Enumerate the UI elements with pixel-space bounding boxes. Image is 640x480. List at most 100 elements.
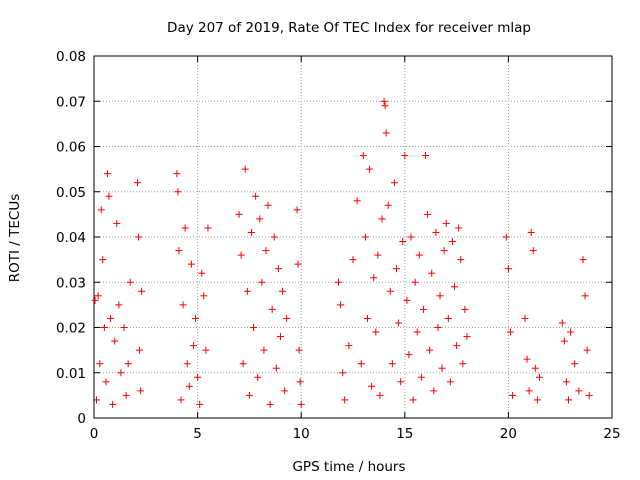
data-point: [241, 165, 249, 173]
data-point: [279, 287, 287, 295]
data-point: [426, 346, 434, 354]
data-point: [96, 360, 104, 368]
data-point: [122, 391, 130, 399]
data-point: [521, 314, 529, 322]
x-tick-label: 25: [603, 426, 620, 442]
data-point: [283, 314, 291, 322]
data-point: [558, 319, 566, 327]
data-point: [411, 278, 419, 286]
data-point: [368, 382, 376, 390]
data-point: [444, 314, 452, 322]
data-point: [100, 324, 108, 331]
x-tick-label: 5: [193, 426, 202, 442]
data-point: [384, 201, 392, 209]
data-point: [245, 391, 253, 399]
data-point: [113, 219, 121, 227]
data-point: [183, 360, 191, 368]
data-point: [189, 342, 197, 350]
data-point: [92, 396, 100, 404]
data-point: [194, 373, 202, 381]
x-tick-label: 0: [90, 426, 99, 442]
data-point: [529, 247, 537, 255]
data-point: [451, 283, 459, 291]
x-tick-label: 15: [396, 426, 413, 442]
data-point: [268, 305, 276, 313]
data-point: [413, 328, 421, 336]
y-tick-label: 0.02: [56, 321, 86, 337]
data-point: [204, 224, 212, 232]
data-point: [107, 314, 115, 322]
data-point: [357, 360, 365, 368]
data-point: [382, 129, 390, 137]
data-point: [428, 269, 436, 277]
data-point: [575, 387, 583, 395]
data-point: [397, 378, 405, 386]
data-point: [345, 342, 353, 350]
data-point: [509, 391, 517, 399]
data-point: [97, 206, 105, 214]
data-point: [254, 373, 262, 381]
data-point: [395, 319, 403, 327]
data-point: [181, 224, 189, 232]
data-point: [266, 400, 274, 408]
data-point: [376, 391, 384, 399]
data-point: [560, 337, 568, 345]
data-point: [353, 197, 361, 205]
chart-title: Day 207 of 2019, Rate Of TEC Index for r…: [167, 20, 531, 36]
data-point: [109, 400, 117, 408]
data-point: [179, 301, 187, 309]
y-tick-label: 0.08: [56, 49, 86, 65]
data-point: [294, 260, 302, 268]
data-point: [235, 210, 243, 218]
data-point: [115, 301, 123, 309]
data-point: [419, 305, 427, 313]
data-point: [386, 287, 394, 295]
data-point: [174, 188, 182, 196]
data-point: [370, 274, 378, 282]
data-point: [175, 247, 183, 255]
data-point: [293, 206, 301, 214]
data-point: [405, 351, 413, 359]
data-point: [417, 373, 425, 381]
data-point: [440, 247, 448, 255]
data-point: [581, 292, 589, 300]
data-point: [274, 265, 282, 273]
data-point: [502, 233, 510, 241]
data-point: [94, 292, 102, 300]
data-point: [390, 179, 398, 187]
y-axis-label: ROTI / TECUs: [7, 194, 23, 282]
data-point: [198, 269, 206, 277]
data-point: [525, 387, 533, 395]
data-point: [136, 346, 144, 354]
data-point: [361, 233, 369, 241]
grid-lines: [94, 56, 612, 418]
data-point: [337, 301, 345, 309]
data-point: [455, 224, 463, 232]
data-point: [434, 324, 442, 331]
data-point: [250, 324, 258, 331]
data-point: [105, 192, 113, 200]
data-point: [91, 296, 99, 304]
data-point: [192, 314, 200, 322]
data-point: [341, 396, 349, 404]
data-point: [295, 346, 303, 354]
data-point: [134, 179, 142, 187]
data-point: [381, 102, 389, 110]
data-point: [359, 152, 367, 160]
data-point: [185, 382, 193, 390]
data-point: [564, 396, 572, 404]
data-point: [117, 369, 125, 377]
data-point: [438, 364, 446, 372]
data-point: [281, 387, 289, 395]
data-point: [237, 251, 245, 259]
data-point: [504, 265, 512, 273]
data-point: [135, 233, 143, 241]
data-point: [177, 396, 185, 404]
data-point: [446, 378, 454, 386]
data-point: [126, 278, 134, 286]
axis-tick-labels: 0 5 10 15 20 25 0 0.01 0.02 0.03 0.04 0.05 0.06 0.07 0…: [56, 49, 621, 442]
data-point: [506, 328, 514, 336]
data-point: [585, 391, 593, 399]
data-point: [120, 324, 128, 331]
data-point: [262, 247, 270, 255]
